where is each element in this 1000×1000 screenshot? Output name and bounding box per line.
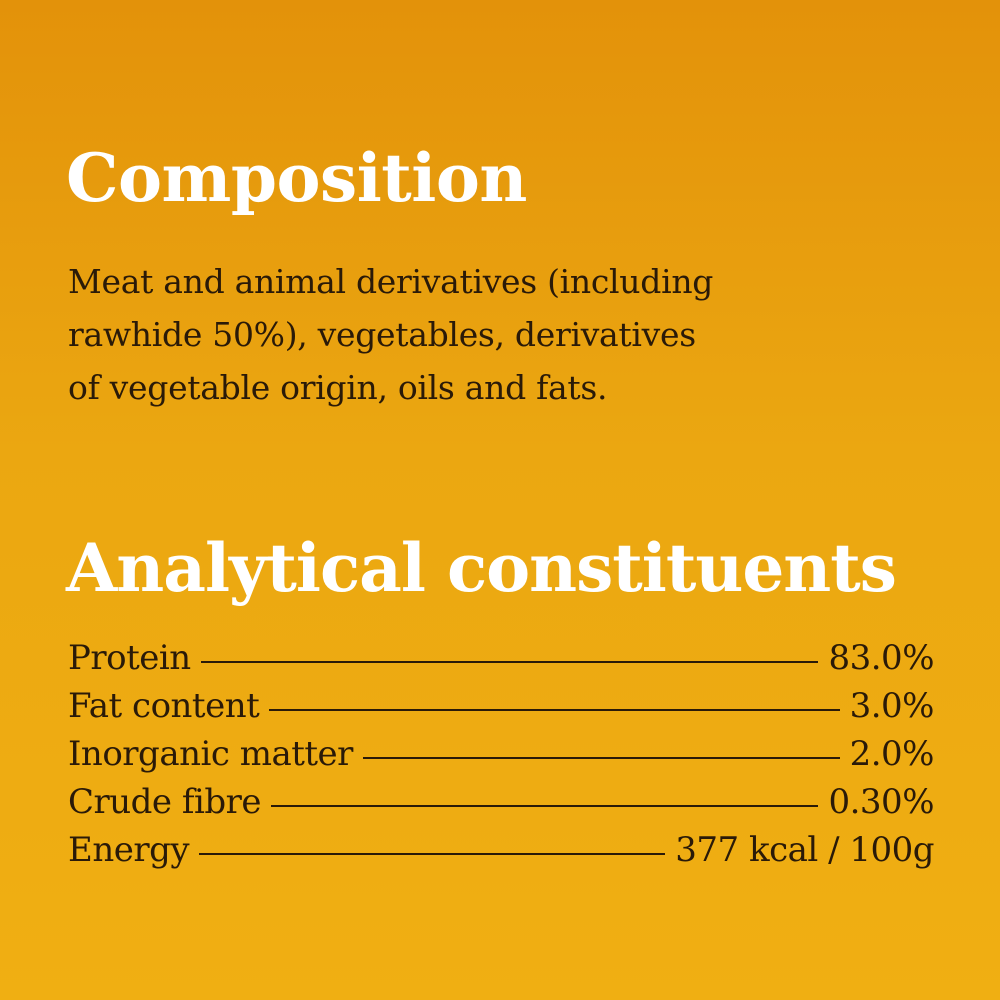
leader-line [269,709,840,711]
leader-line [200,661,819,663]
leader-line [362,757,840,759]
constituent-row-energy: Energy 377 kcal / 100g [68,830,934,878]
leader-line [199,853,666,855]
composition-line: rawhide 50%), vegetables, derivatives [68,315,696,354]
constituent-row-crude-fibre: Crude fibre 0.30% [68,782,934,830]
constituent-row-protein: Protein 83.0% [68,638,934,686]
composition-line: Meat and animal derivatives (including [68,262,714,301]
analytical-constituents-list: Protein 83.0% Fat content 3.0% Inorganic… [68,638,935,878]
leader-line [270,805,819,807]
constituent-value: 83.0% [828,638,934,678]
constituent-label: Crude fibre [68,782,261,822]
constituent-value: 377 kcal / 100g [675,830,934,870]
composition-heading: Composition [66,139,527,217]
constituent-label: Energy [68,830,190,870]
composition-text: Meat and animal derivatives (including r… [68,255,828,414]
analytical-constituents-heading: Analytical constituents [66,529,897,607]
constituent-row-inorganic-matter: Inorganic matter 2.0% [68,734,935,782]
constituent-value: 3.0% [849,686,935,726]
composition-line: of vegetable origin, oils and fats. [68,368,608,407]
constituent-label: Fat content [68,686,260,726]
constituent-label: Inorganic matter [68,734,353,774]
constituent-label: Protein [68,638,191,678]
constituent-value: 2.0% [849,734,935,774]
constituent-value: 0.30% [828,782,934,822]
constituent-row-fat-content: Fat content 3.0% [68,686,935,734]
